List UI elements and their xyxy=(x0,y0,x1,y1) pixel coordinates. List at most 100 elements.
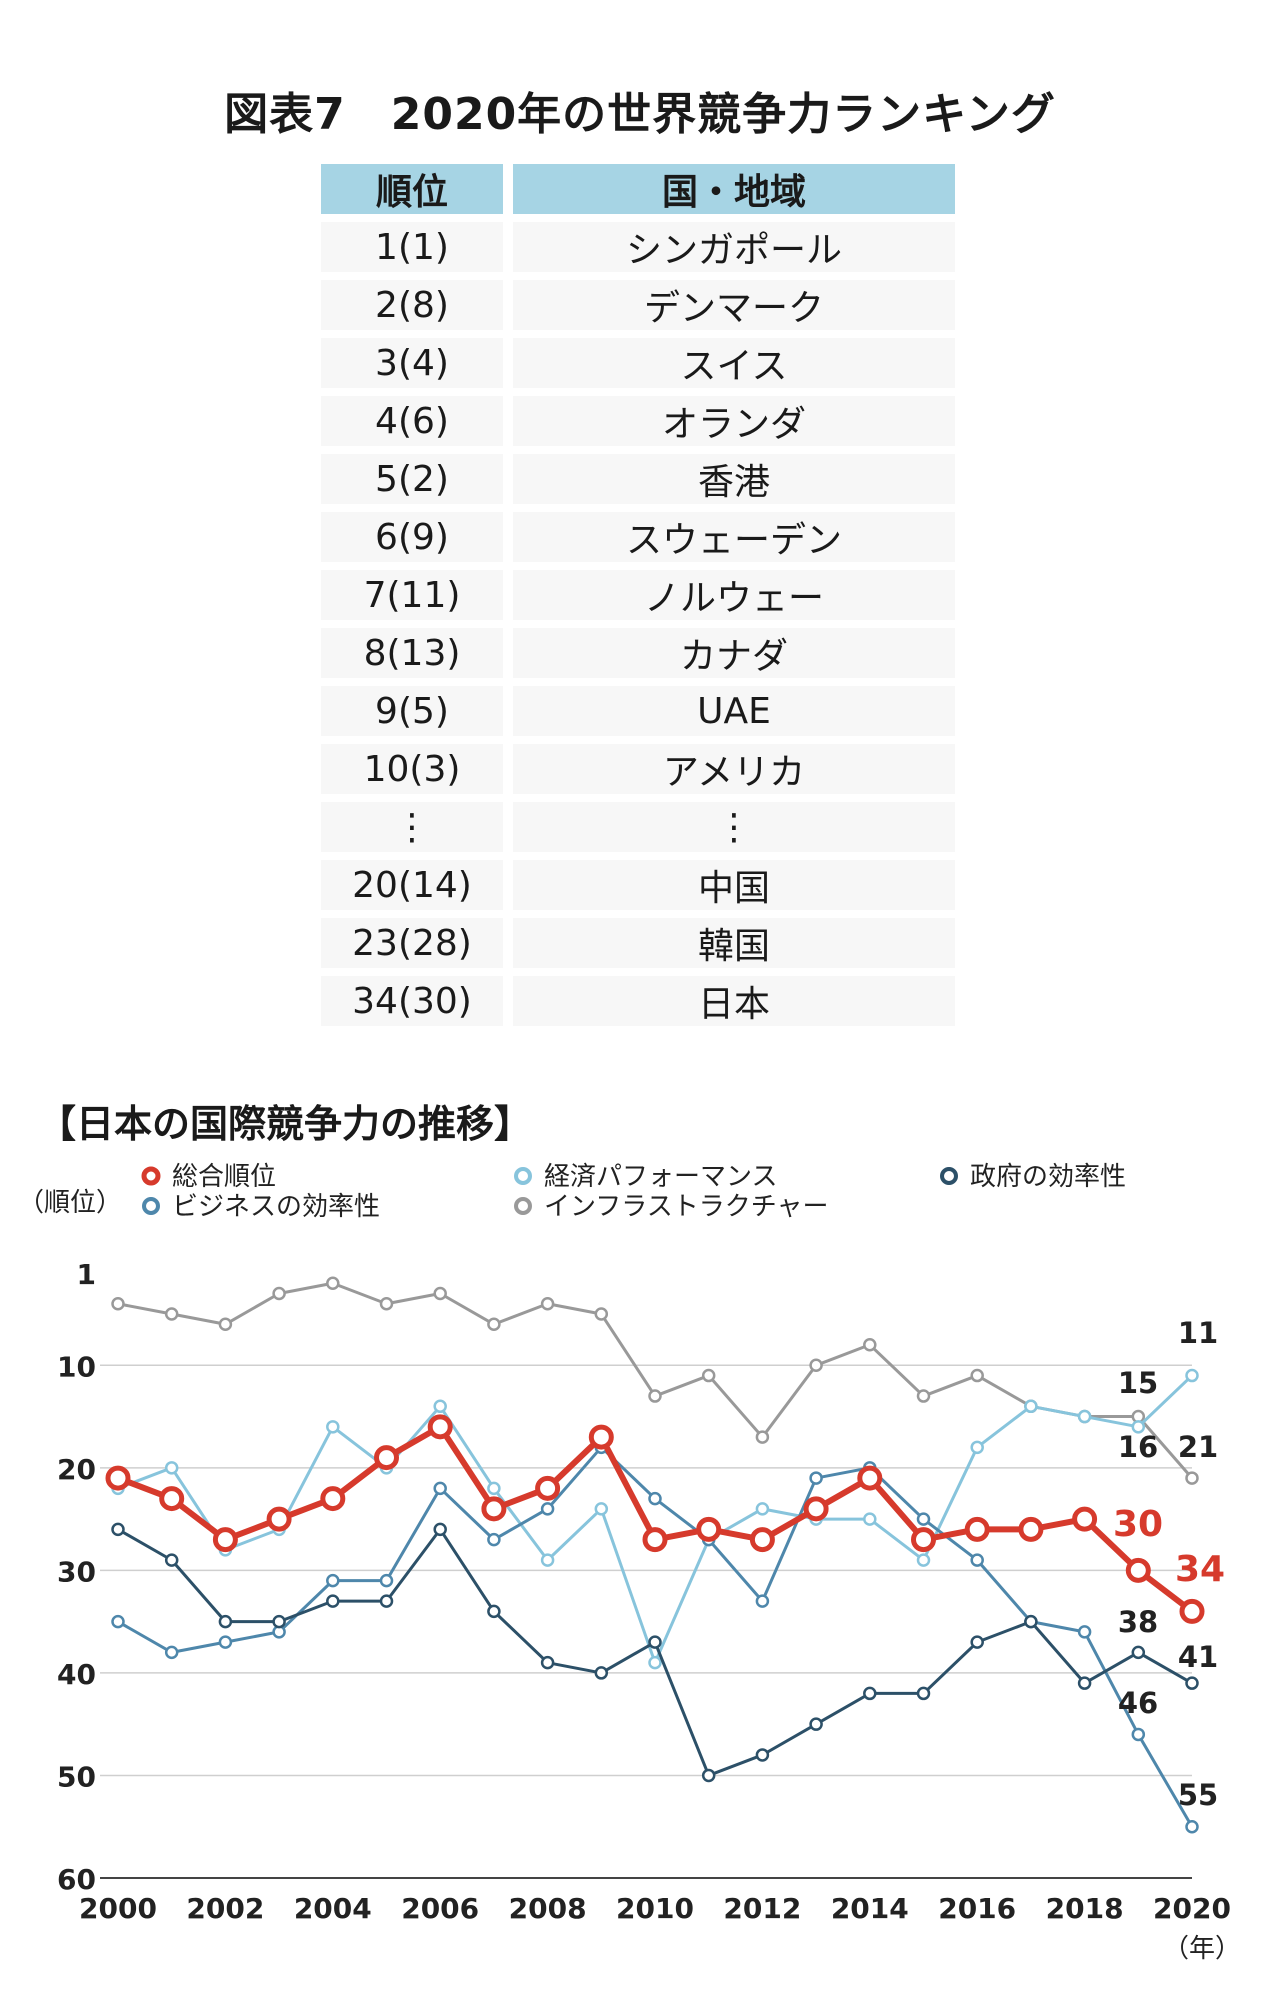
data-point xyxy=(755,1430,770,1444)
country-cell: シンガポール xyxy=(513,222,955,272)
data-point xyxy=(642,1527,668,1553)
data-point xyxy=(379,1573,394,1588)
data-point xyxy=(1125,1557,1151,1583)
table-row: 5(2) 香港 xyxy=(321,454,955,504)
table-row: 34(30) 日本 xyxy=(321,976,955,1026)
data-point xyxy=(111,1522,125,1537)
data-point xyxy=(272,1614,286,1629)
data-point xyxy=(433,1286,447,1301)
data-point xyxy=(218,1635,233,1649)
data-point xyxy=(916,1512,931,1526)
table-row: 20(14) 中国 xyxy=(321,860,955,910)
data-point xyxy=(1185,1676,1199,1690)
data-point xyxy=(916,1389,931,1403)
data-point xyxy=(1185,1471,1199,1485)
country-cell: デンマーク xyxy=(513,280,955,330)
table-row: 3(4) スイス xyxy=(321,338,955,388)
data-point xyxy=(970,1553,984,1567)
data-point xyxy=(1077,1625,1092,1639)
legend-marker xyxy=(514,1197,532,1215)
x-tick-label: 2012 xyxy=(723,1892,801,1925)
data-point xyxy=(1131,1420,1146,1434)
rank-cell: 23(28) xyxy=(321,918,503,968)
data-point xyxy=(701,1768,716,1783)
data-point xyxy=(487,1317,501,1332)
table-row: 4(6) オランダ xyxy=(321,396,955,446)
x-tick-label: 2016 xyxy=(938,1892,1016,1925)
data-point xyxy=(1179,1598,1205,1624)
data-point xyxy=(809,1717,823,1731)
country-cell: 中国 xyxy=(513,860,955,910)
y-tick-label: 10 xyxy=(57,1350,96,1383)
x-tick-label: 2002 xyxy=(186,1892,264,1925)
data-point xyxy=(433,1481,447,1496)
data-point xyxy=(111,1297,125,1311)
table-row: 6(9) スウェーデン xyxy=(321,512,955,562)
data-point xyxy=(594,1666,609,1680)
data-label: 46 xyxy=(1118,1686,1158,1720)
data-point xyxy=(749,1527,775,1553)
rank-cell: ⋮ xyxy=(321,802,503,852)
country-cell: オランダ xyxy=(513,396,955,446)
data-label: 21 xyxy=(1178,1430,1218,1464)
rank-cell: 20(14) xyxy=(321,860,503,910)
data-point xyxy=(1077,1676,1092,1690)
data-label: 41 xyxy=(1178,1640,1218,1674)
country-cell: ノルウェー xyxy=(513,570,955,620)
x-tick-label: 2018 xyxy=(1046,1892,1124,1925)
y-tick-label: 1 xyxy=(77,1258,96,1291)
data-label: 55 xyxy=(1178,1778,1218,1812)
header-country: 国・地域 xyxy=(513,164,955,214)
data-point xyxy=(588,1424,614,1450)
x-tick-label: 2008 xyxy=(509,1892,587,1925)
data-point xyxy=(911,1527,936,1553)
rank-cell: 10(3) xyxy=(321,744,503,794)
rank-cell: 3(4) xyxy=(321,338,503,388)
header-rank: 順位 xyxy=(321,164,503,214)
rank-cell: 4(6) xyxy=(321,396,503,446)
data-point xyxy=(218,1614,233,1629)
data-point xyxy=(1131,1645,1146,1660)
data-point xyxy=(487,1481,501,1496)
legend-marker xyxy=(514,1167,532,1185)
data-point xyxy=(164,1307,179,1321)
rank-cell: 8(13) xyxy=(321,628,503,678)
y-tick-label: 30 xyxy=(57,1555,96,1588)
data-point xyxy=(1131,1727,1146,1742)
rank-cell: 7(11) xyxy=(321,570,503,620)
table-row: 8(13) カナダ xyxy=(321,628,955,678)
x-tick-label: 2006 xyxy=(401,1892,479,1925)
data-point xyxy=(1024,1614,1038,1629)
data-point xyxy=(648,1635,662,1649)
country-cell: スイス xyxy=(513,338,955,388)
table-row: ⋮ ⋮ xyxy=(321,802,955,852)
data-point xyxy=(111,1614,125,1629)
data-label: 11 xyxy=(1178,1316,1218,1350)
data-point xyxy=(164,1461,179,1475)
table-row: 9(5) UAE xyxy=(321,686,955,736)
data-point xyxy=(809,1358,823,1373)
data-point xyxy=(212,1527,238,1553)
data-point xyxy=(1185,1819,1199,1834)
data-point xyxy=(481,1496,507,1522)
data-point xyxy=(809,1471,823,1485)
legend-label: 総合順位 xyxy=(172,1162,276,1192)
country-cell: 香港 xyxy=(513,454,955,504)
data-point xyxy=(916,1686,931,1701)
data-point xyxy=(433,1522,447,1537)
data-label: 30 xyxy=(1113,1504,1163,1545)
x-tick-label: 2014 xyxy=(831,1892,909,1925)
x-tick-label: 2004 xyxy=(294,1892,372,1925)
data-point xyxy=(916,1553,931,1567)
data-point xyxy=(863,1512,877,1526)
data-point xyxy=(164,1645,179,1660)
data-point xyxy=(159,1486,185,1512)
legend-label: ビジネスの効率性 xyxy=(172,1192,380,1222)
legend-marker xyxy=(142,1197,160,1215)
table-row: 10(3) アメリカ xyxy=(321,744,955,794)
rank-cell: 1(1) xyxy=(321,222,503,272)
chart-title: 【日本の国際競争力の推移】 xyxy=(38,1102,533,1146)
data-point xyxy=(701,1368,716,1383)
data-point xyxy=(320,1486,346,1512)
figure-title: 図表7 2020年の世界競争力ランキング xyxy=(224,89,1056,140)
